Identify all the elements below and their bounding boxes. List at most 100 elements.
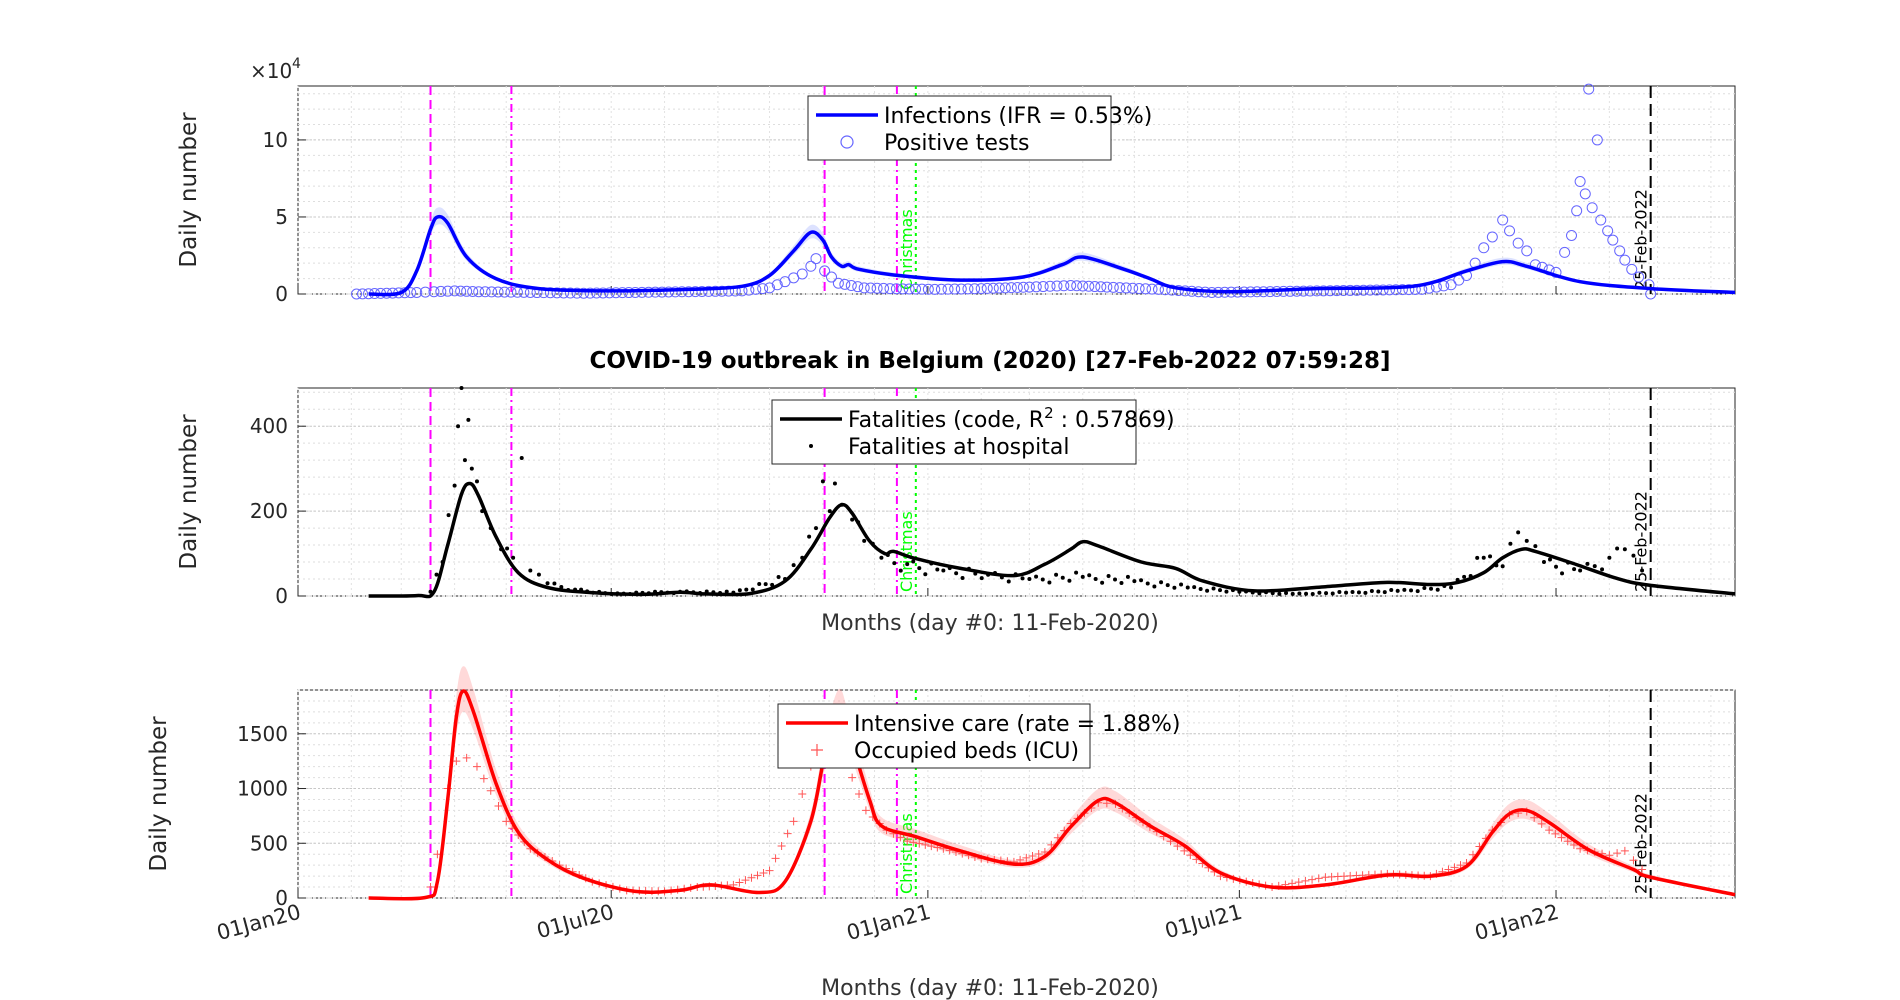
positive-test-marker (1317, 285, 1329, 297)
positive-test-marker (709, 285, 721, 297)
positive-test-marker (467, 285, 479, 297)
hospital-fatality-dot (832, 481, 837, 486)
positive-test-marker (1120, 282, 1132, 294)
positive-test-marker (810, 253, 822, 265)
positive-test-marker (1364, 284, 1376, 296)
positive-test-marker (1521, 245, 1533, 257)
positive-test-marker (1058, 280, 1070, 292)
icu-bed-marker (855, 790, 864, 798)
positive-test-marker (486, 286, 498, 298)
icu-bed-marker (735, 878, 744, 887)
positive-test-marker (1571, 205, 1583, 217)
positive-test-marker (435, 285, 447, 297)
legend-entry-model: Infections (IFR = 0.53%) (884, 104, 1152, 129)
current-date-label: 25-Feb-2022 (1632, 491, 1651, 592)
icu-bed-marker (741, 876, 750, 885)
hospital-fatality-dot (905, 562, 910, 567)
positive-test-marker (1065, 280, 1077, 292)
hospital-fatality-dot (941, 568, 946, 573)
positive-test-marker (1351, 284, 1363, 296)
positive-test-marker (929, 283, 941, 295)
hospital-fatality-dot (511, 555, 516, 560)
hospital-fatality-dot (1060, 575, 1065, 580)
hospital-fatality-dot (1337, 589, 1342, 594)
y-tick-label: 1500 (237, 722, 288, 746)
legend-dot-swatch (809, 444, 813, 448)
hospital-fatality-dot (1395, 588, 1400, 593)
icu-bed-marker (896, 833, 905, 842)
positive-test-marker (455, 285, 467, 297)
y-tick-label: 400 (250, 414, 288, 438)
hospital-fatality-dot (545, 581, 550, 586)
positive-test-marker (1559, 246, 1571, 258)
hospital-fatality-dot (456, 424, 461, 429)
hospital-fatality-dot (898, 568, 903, 573)
hospital-fatality-dot (1284, 591, 1289, 596)
hospital-fatality-dot (1344, 590, 1349, 595)
positive-test-marker (578, 287, 590, 299)
legend-superscript: 2 (1044, 404, 1054, 422)
icu-bed-marker (452, 757, 461, 766)
y-tick-label: 10 (263, 128, 288, 152)
hospital-fatality-dot (1350, 589, 1355, 594)
x-tick-label: 01Jul21 (1162, 900, 1244, 944)
positive-test-marker (597, 287, 609, 299)
hospital-fatality-dot (892, 561, 897, 566)
positive-test-marker (825, 271, 837, 283)
icu-bed-marker (462, 753, 471, 762)
legend-entry-model: Intensive care (rate = 1.88%) (854, 712, 1181, 737)
positive-test-marker (1438, 280, 1450, 292)
positive-test-marker (716, 285, 728, 297)
hospital-fatality-dot (1435, 587, 1440, 592)
hospital-fatality-dot (1356, 590, 1361, 595)
x-tick-label: 01Jan20 (214, 900, 303, 945)
y-tick-label: 5 (275, 205, 288, 229)
positive-test-marker (1583, 83, 1595, 95)
positive-test-marker (1390, 284, 1402, 296)
icu-bed-marker (909, 838, 918, 847)
positive-test-marker (1146, 283, 1158, 295)
infections-panel: 0 5 10 Daily number ×10 4 Christmas 25-Feb-2022… (176, 56, 1736, 306)
icu-bed-marker (1314, 874, 1323, 883)
hospital-fatality-dot (979, 576, 984, 581)
hospital-fatality-dot (1475, 555, 1480, 560)
hospital-fatality-dot (1125, 574, 1130, 579)
x-tick-label: 01Jan21 (844, 900, 933, 945)
hospital-fatality-dot (911, 559, 916, 564)
y-tick-label: 1000 (237, 777, 288, 801)
hospital-fatality-dot (776, 575, 781, 580)
hospital-fatality-dot (791, 563, 796, 568)
hospital-fatality-dot (935, 567, 940, 572)
model-line (368, 481, 1736, 599)
positive-test-marker (1166, 284, 1178, 296)
positive-test-marker (703, 285, 715, 297)
icu-bed-marker (486, 786, 495, 795)
icu-bed-marker (1294, 878, 1303, 887)
bottom-xlabel: Months (day #0: 11-Feb-2020) (821, 976, 1159, 1000)
hospital-fatality-dot (474, 479, 479, 484)
positive-test-marker (884, 283, 896, 295)
positive-test-marker (1602, 225, 1614, 237)
icu-bed-marker (861, 806, 870, 815)
hospital-fatality-dot (1172, 585, 1177, 590)
y-tick-label: 0 (275, 886, 288, 910)
hospital-fatality-dot (1277, 591, 1282, 596)
positive-test-marker (1030, 281, 1042, 293)
legend-entry-observed: Occupied beds (ICU) (854, 739, 1079, 764)
hospital-fatality-dot (1324, 591, 1329, 596)
hospital-fatality-dot (469, 466, 474, 471)
positive-test-marker (428, 286, 440, 298)
positive-test-marker (1114, 282, 1126, 294)
positive-test-marker (993, 282, 1005, 294)
hospital-fatality-dot (552, 581, 557, 586)
icu-bed-marker (783, 829, 792, 838)
y-tick-label: 200 (250, 499, 288, 523)
positive-test-marker (1607, 234, 1619, 246)
positive-test-marker (479, 286, 491, 298)
positive-test-marker (442, 285, 454, 297)
icu-bed-marker (903, 837, 912, 846)
hospital-fatality-dot (1074, 570, 1079, 575)
hospital-fatality-dot (1034, 574, 1039, 579)
